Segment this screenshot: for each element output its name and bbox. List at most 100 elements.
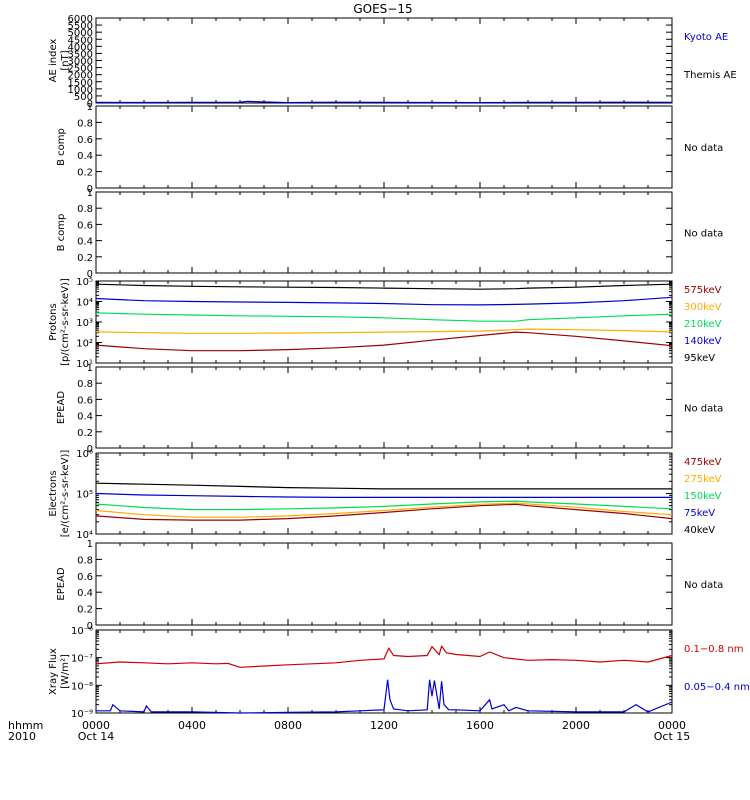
series-line-protons-2 xyxy=(95,312,673,322)
series-line-electrons-4 xyxy=(95,503,673,521)
series-line-protons-0 xyxy=(95,283,673,290)
y-tick-label: 0.8 xyxy=(77,204,93,215)
panel-frame-bcomp1 xyxy=(95,105,673,189)
y-tick-label: 3000 xyxy=(68,57,93,68)
y-axis-label: B comp xyxy=(56,128,67,166)
legend-label-xray: 0.05−0.4 nm xyxy=(684,682,750,693)
legend-label-electrons: 75keV xyxy=(684,508,715,519)
legend-label-xray: 0.1−0.8 nm xyxy=(684,644,743,655)
y-tick-label: 0 xyxy=(87,184,93,195)
y-tick-label: 10⁶ xyxy=(76,449,93,460)
y-tick-label: 0.4 xyxy=(77,412,93,423)
y-tick-label: 0 xyxy=(87,621,93,632)
series-line-electrons-0 xyxy=(95,482,672,490)
y-tick-label: 10⁻⁶ xyxy=(71,626,93,637)
y-axis-label: Electrons xyxy=(48,470,59,516)
y-tick-label: 4000 xyxy=(68,42,93,53)
time-tick-date: Oct 14 xyxy=(78,730,115,743)
series-line-xray-1 xyxy=(96,679,673,714)
y-tick-label: 10⁻⁸ xyxy=(71,681,93,692)
y-axis-label: EPEAD xyxy=(56,391,67,425)
y-tick-label: 1 xyxy=(87,188,93,199)
time-tick-label: 0000 xyxy=(82,719,110,732)
legend-label-protons: 140keV xyxy=(684,336,722,347)
panel-protons: 10¹ 10² 10³ 10⁴ 10⁵ Protons [p/(cm²-s-sr-keV)]… xyxy=(48,277,722,370)
y-tick-label: 0.2 xyxy=(77,253,93,264)
series-line-protons-1 xyxy=(95,296,673,306)
series-line-electrons-3 xyxy=(95,502,673,518)
legend-label-ae: Kyoto AE xyxy=(684,32,728,43)
y-tick-label: 0.8 xyxy=(77,118,93,129)
legend-label-bcomp2: No data xyxy=(684,229,723,240)
series-line-protons-3 xyxy=(95,328,673,334)
series-line-xray-0 xyxy=(95,644,673,668)
time-tick-label: 0000 xyxy=(658,719,686,732)
y-tick-label: 10² xyxy=(76,339,93,350)
y-tick-label: 0.2 xyxy=(77,168,93,179)
y-axis-label: EPEAD xyxy=(56,567,67,601)
y-tick-label: 10⁴ xyxy=(76,298,93,309)
panel-frame-ae xyxy=(95,17,673,104)
series-line-ae-0 xyxy=(95,100,673,104)
legend-label-bcomp1: No data xyxy=(684,143,723,154)
time-tick-label: 0800 xyxy=(274,719,302,732)
y-tick-label: 0.2 xyxy=(77,428,93,439)
time-tick-label: 1600 xyxy=(466,719,494,732)
panel-xray: 10⁻⁹ 10⁻⁸ 10⁻⁷ 10⁻⁶ Xray Flux [W/m²] 0.1−0.8 n… xyxy=(48,626,750,720)
panel-frame-epead1 xyxy=(95,366,673,449)
panel-electrons: 10⁴ 10⁵ 10⁶ Electrons [e/(cm²-s-sr-keV)] 475k… xyxy=(48,449,722,541)
y-tick-label: 10¹ xyxy=(76,359,93,370)
legend-label-epead2: No data xyxy=(684,580,723,591)
y-tick-label: 1000 xyxy=(68,85,93,96)
y-tick-label: 1 xyxy=(87,363,93,374)
legend-label-electrons: 475keV xyxy=(684,457,722,468)
y-tick-label: 3500 xyxy=(68,49,93,60)
series-line-protons-4 xyxy=(95,331,673,352)
y-tick-label: 10⁵ xyxy=(76,277,93,288)
y-axis-label: [e/(cm²-s-sr-keV)] xyxy=(60,450,71,538)
y-tick-label: 0.6 xyxy=(77,395,93,406)
y-axis-label: B comp xyxy=(56,214,67,252)
panel-epead2: 0 0.2 0.4 0.6 0.8 1 EPEAD No data xyxy=(56,539,723,632)
y-axis-label: Protons xyxy=(48,303,59,340)
panel-bcomp1: 0 0.2 0.4 0.6 0.8 1 B comp No data xyxy=(56,102,723,195)
legend-label-electrons: 275keV xyxy=(684,474,722,485)
panel-frame-electrons xyxy=(95,452,673,535)
legend-label-epead1: No data xyxy=(684,404,723,415)
y-tick-label: 1500 xyxy=(68,78,93,89)
y-tick-label: 10⁻⁹ xyxy=(71,709,93,720)
figure-title: GOES−15 xyxy=(353,2,412,16)
legend-label-protons: 300keV xyxy=(684,302,722,313)
y-tick-label: 6000 xyxy=(68,14,93,25)
panel-frame-xray xyxy=(95,629,673,714)
legend-label-ae: Themis AE xyxy=(683,70,737,81)
y-tick-label: 0.8 xyxy=(77,555,93,566)
panel-ae: 0500100015002000250030003500400045005000… xyxy=(48,14,737,110)
y-tick-label: 1 xyxy=(87,539,93,550)
time-tick-label: 2000 xyxy=(562,719,590,732)
y-tick-label: 0.4 xyxy=(77,588,93,599)
y-tick-label: 0.4 xyxy=(77,237,93,248)
y-tick-label: 10⁵ xyxy=(76,490,93,501)
y-axis-label: [nT] xyxy=(60,50,71,70)
y-tick-label: 500 xyxy=(74,92,93,103)
y-tick-label: 5500 xyxy=(68,21,93,32)
panel-bcomp2: 0 0.2 0.4 0.6 0.8 1 B comp No data xyxy=(56,188,723,280)
y-tick-label: 0.6 xyxy=(77,220,93,231)
y-tick-label: 0 xyxy=(87,269,93,280)
y-axis-label: [W/m²] xyxy=(60,654,71,689)
series-line-electrons-2 xyxy=(95,500,673,511)
legend-label-electrons: 40keV xyxy=(684,525,715,536)
y-tick-label: 5000 xyxy=(68,28,93,39)
time-axis-label-hhmm: hhmm xyxy=(8,719,43,732)
legend-label-protons: 95keV xyxy=(684,353,715,364)
y-tick-label: 0.6 xyxy=(77,572,93,583)
y-tick-label: 0.2 xyxy=(77,605,93,616)
y-tick-label: 4500 xyxy=(68,35,93,46)
y-tick-label: 0.4 xyxy=(77,151,93,162)
y-axis-label: AE index xyxy=(48,39,59,83)
legend-label-protons: 210keV xyxy=(684,319,722,330)
y-tick-label: 0.6 xyxy=(77,135,93,146)
